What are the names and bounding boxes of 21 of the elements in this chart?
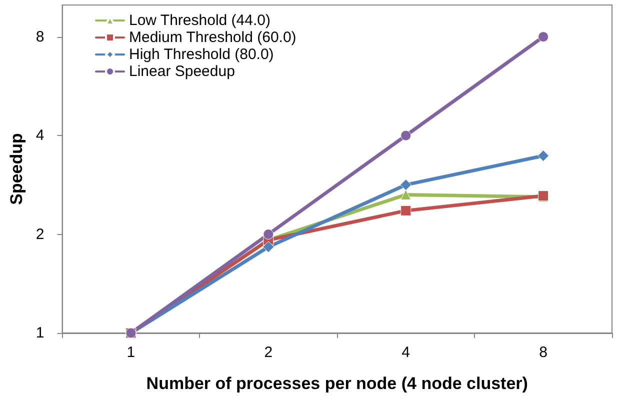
x-tick-label: 4 [402, 344, 410, 361]
legend-label: Medium Threshold (60.0) [129, 29, 296, 46]
y-tick-label: 1 [36, 324, 44, 342]
point [538, 150, 550, 162]
y-tick-label: 2 [36, 226, 44, 243]
point [263, 229, 274, 240]
point [262, 241, 274, 253]
point [400, 179, 412, 191]
legend-label: Linear Speedup [129, 63, 235, 80]
x-tick-label: 1 [126, 344, 136, 361]
legend-label: High Threshold (80.0) [129, 46, 274, 63]
point [400, 130, 412, 141]
x-tick-label: 2 [264, 344, 273, 361]
y-axis-title: Speedup [7, 133, 26, 205]
y-tick-label: 4 [36, 127, 44, 144]
x-axis-title: Number of processes per node (4 node cluster) [146, 374, 528, 393]
y-tick-label: 8 [36, 28, 44, 46]
legend-label: Low Threshold (44.0) [129, 12, 270, 29]
point [400, 205, 412, 216]
x-tick-label: 8 [539, 344, 548, 361]
point [538, 32, 549, 42]
